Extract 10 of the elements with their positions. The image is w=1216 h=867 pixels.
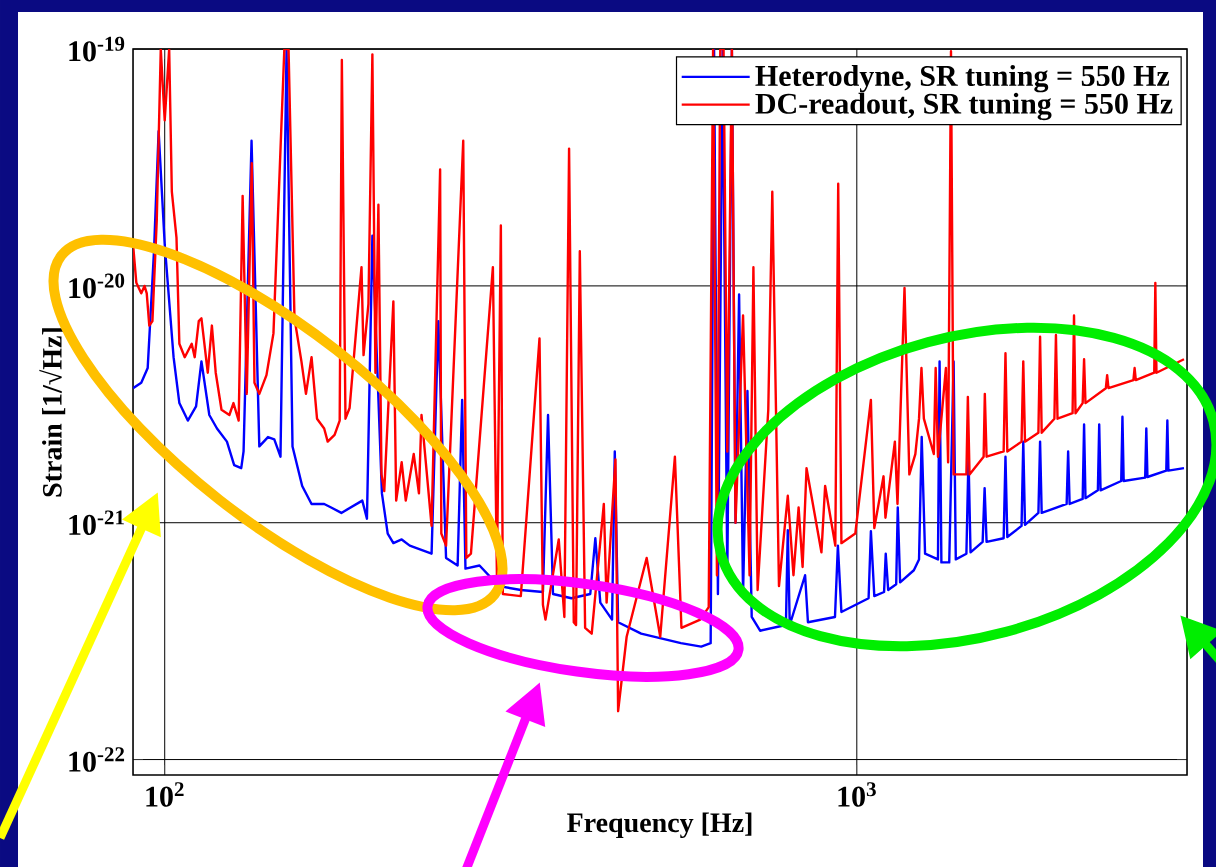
legend-label: DC-readout, SR tuning = 550 Hz: [755, 92, 1173, 121]
y-tick-label: 10$^{-19}$: [69, 36, 125, 62]
y-axis-title: Strain [1/√Hz]: [39, 328, 66, 497]
x-tick-label: 10$^{2}$: [146, 782, 184, 807]
y-tick-label: 10$^{-20}$: [69, 273, 125, 299]
x-tick-label: 10$^{3}$: [838, 782, 876, 807]
x-axis-title: Frequency [Hz]: [567, 812, 752, 838]
y-tick-label: 10$^{-22}$: [69, 747, 125, 772]
legend-label: Heterodyne, SR tuning = 550 Hz: [755, 64, 1170, 93]
y-tick-label: 10$^{-21}$: [69, 510, 124, 536]
